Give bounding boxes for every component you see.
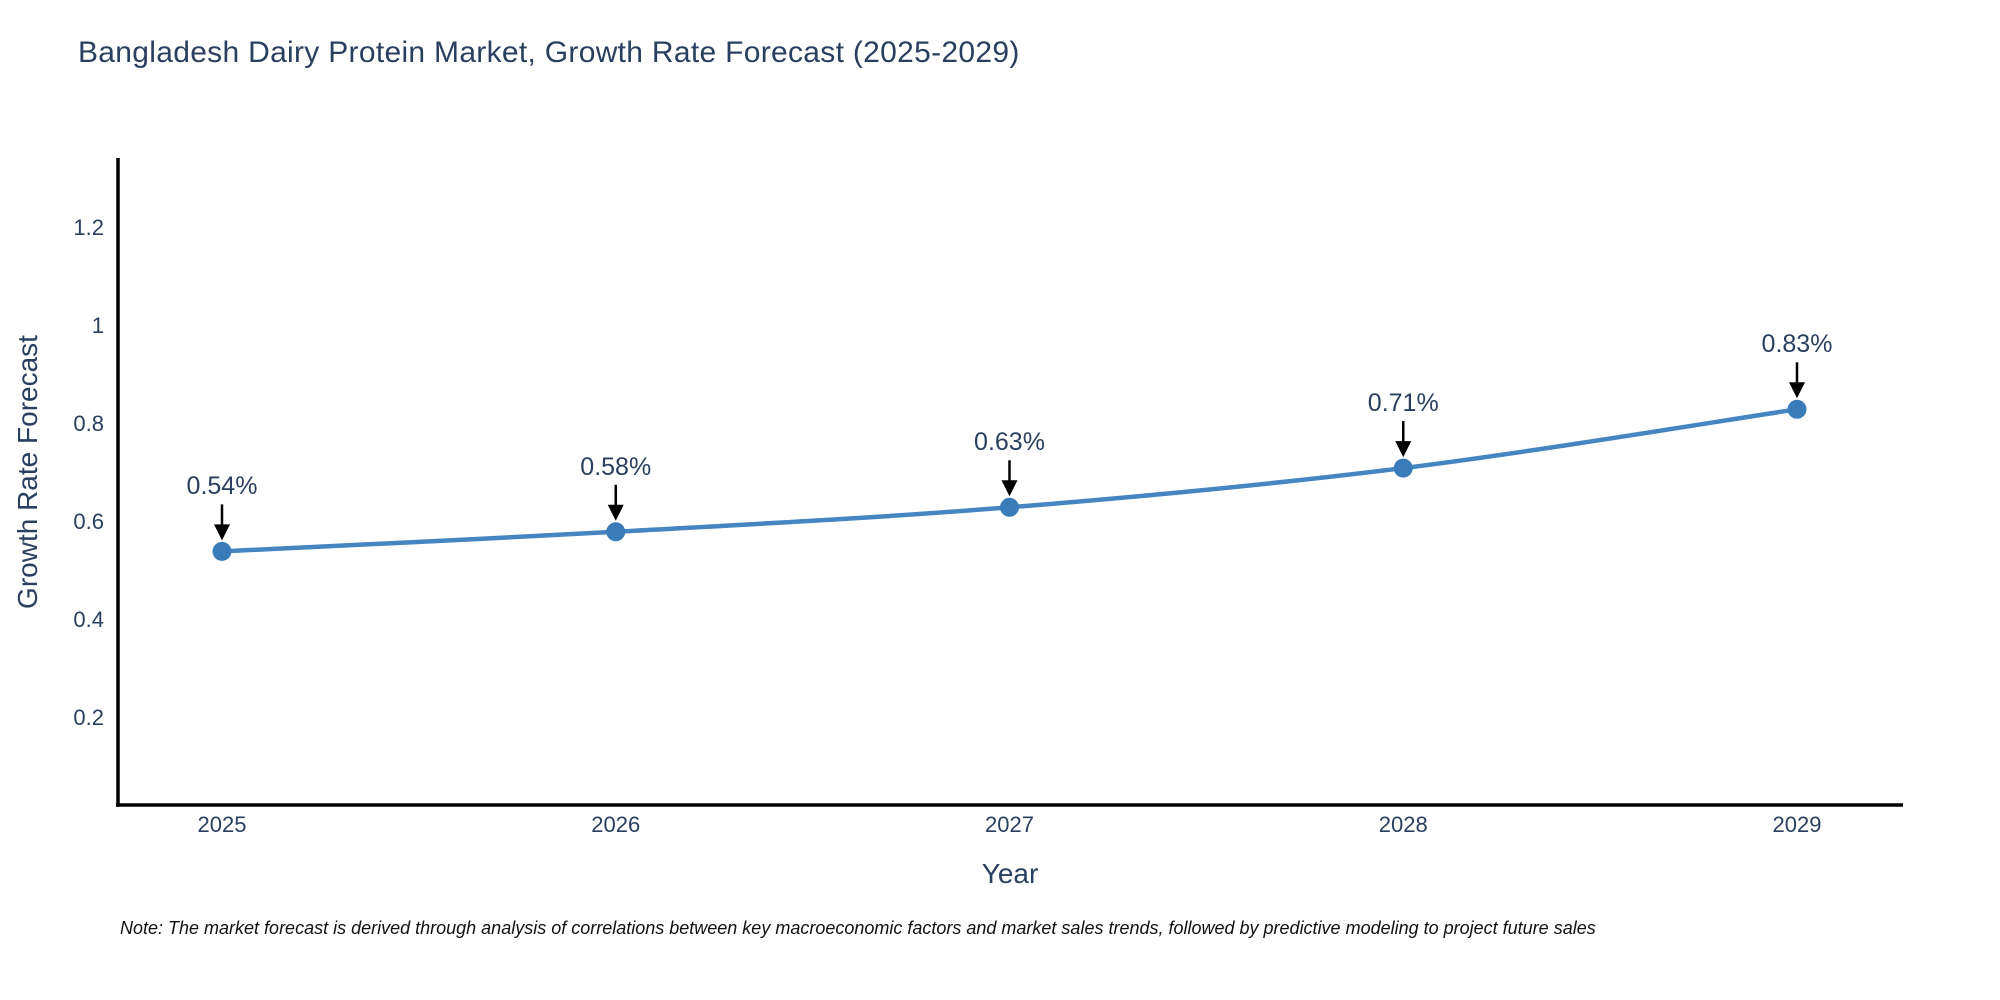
y-tick-label-1: 1 [91,313,104,338]
point-value-label-2025: 0.54% [186,472,258,501]
y-axis-title: Growth Rate Forecast [12,335,43,609]
point-value-label-2029: 0.83% [1761,330,1833,359]
x-tick-label-2027: 2027 [985,812,1034,837]
data-point-marker-2029[interactable] [1787,399,1807,419]
x-axis-title: Year [981,858,1039,889]
annotation-arrowhead-icon [607,504,624,521]
annotation-arrowhead-icon [1789,382,1805,399]
x-tick-label-2026: 2026 [591,812,641,837]
annotation-arrowhead-icon [214,524,230,541]
x-tick-label-2028: 2028 [1378,812,1428,837]
y-tick-label-0.6: 0.6 [73,509,104,534]
point-value-label-2027: 0.63% [974,428,1045,457]
data-point-marker-2025[interactable] [212,541,232,561]
x-tick-label-2029: 2029 [1772,812,1822,837]
annotation-arrowhead-icon [1395,441,1412,458]
y-tick-label-0.8: 0.8 [73,411,104,436]
point-value-label-2026: 0.58% [580,452,652,481]
data-point-marker-2027[interactable] [1000,497,1019,517]
x-tick-label-2025: 2025 [197,812,247,837]
y-tick-label-0.4: 0.4 [73,607,104,632]
footnote: Note: The market forecast is derived thr… [120,918,1596,938]
data-point-marker-2028[interactable] [1393,458,1413,478]
y-tick-label-0.2: 0.2 [73,705,104,730]
chart-title: Bangladesh Dairy Protein Market, Growth … [78,36,1020,69]
point-value-label-2028: 0.71% [1367,389,1439,418]
data-point-marker-2026[interactable] [606,522,626,542]
annotation-arrowhead-icon [1001,480,1018,497]
y-tick-label-1.2: 1.2 [73,215,104,240]
